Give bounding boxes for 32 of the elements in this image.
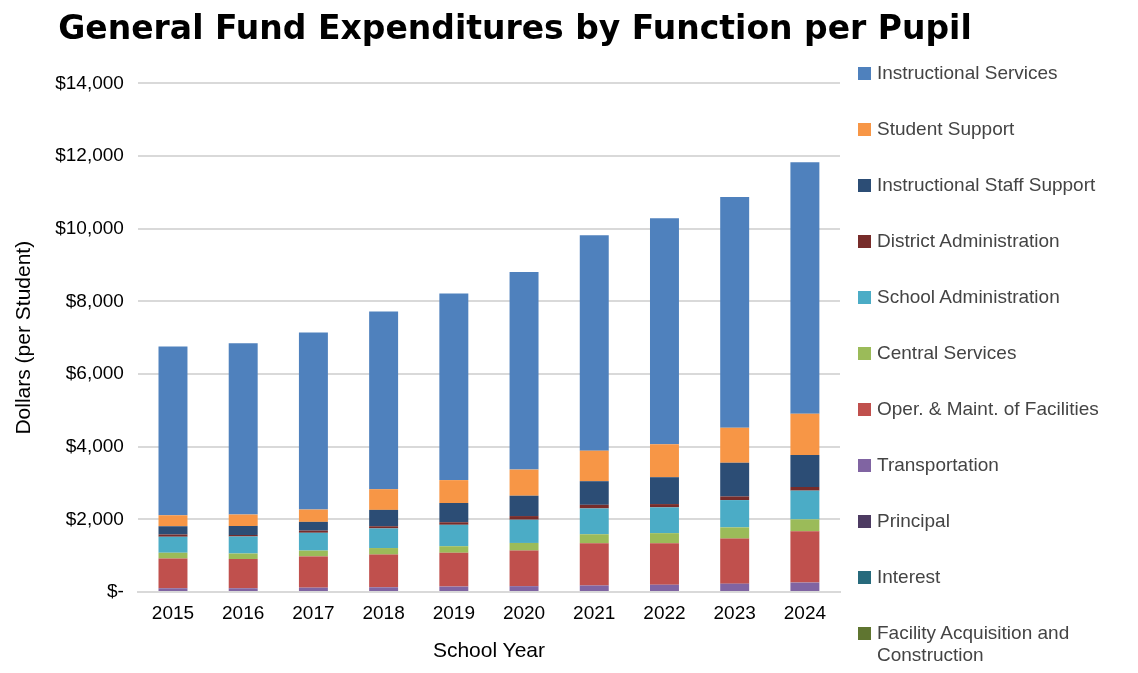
x-tick-label: 2021 xyxy=(573,601,616,623)
legend-label: Transportation xyxy=(877,454,999,476)
legend-label: Instructional Services xyxy=(877,62,1058,84)
y-tick-label: $8,000 xyxy=(65,289,124,311)
legend-label: District Administration xyxy=(877,230,1060,252)
legend-label: Facility Acquisition and Construction xyxy=(877,622,1071,666)
chart-title: General Fund Expenditures by Function per Pupil xyxy=(57,8,973,47)
y-tick-label: $- xyxy=(106,580,124,602)
legend-label: Interest xyxy=(877,566,941,588)
y-tick-label: $4,000 xyxy=(65,434,124,456)
x-tick-label: 2017 xyxy=(292,601,335,623)
legend-label: School Administration xyxy=(877,286,1060,308)
x-tick-label: 2019 xyxy=(432,601,475,623)
y-tick-label: $12,000 xyxy=(55,144,124,166)
x-tick-label: 2022 xyxy=(643,601,686,623)
y-tick-label: $2,000 xyxy=(65,507,124,529)
x-axis-title: School Year xyxy=(432,638,545,662)
legend-label: Instructional Staff Support xyxy=(877,174,1096,196)
x-tick-label: 2018 xyxy=(362,601,405,623)
x-tick-label: 2024 xyxy=(783,601,827,623)
x-tick-label: 2015 xyxy=(151,601,195,623)
legend-label: Student Support xyxy=(877,118,1015,140)
x-tick-label: 2020 xyxy=(502,601,546,623)
y-tick-label: $14,000 xyxy=(55,71,124,93)
x-tick-label: 2023 xyxy=(713,601,756,623)
y-tick-label: $10,000 xyxy=(55,216,124,238)
legend-label: Principal xyxy=(877,510,950,532)
y-axis-title: Dollars (per Student) xyxy=(11,240,35,435)
y-tick-label: $6,000 xyxy=(65,362,124,384)
legend-label: Central Services xyxy=(877,342,1017,364)
x-tick-label: 2016 xyxy=(222,601,265,623)
legend-label: Oper. & Maint. of Facilities xyxy=(877,398,1099,420)
